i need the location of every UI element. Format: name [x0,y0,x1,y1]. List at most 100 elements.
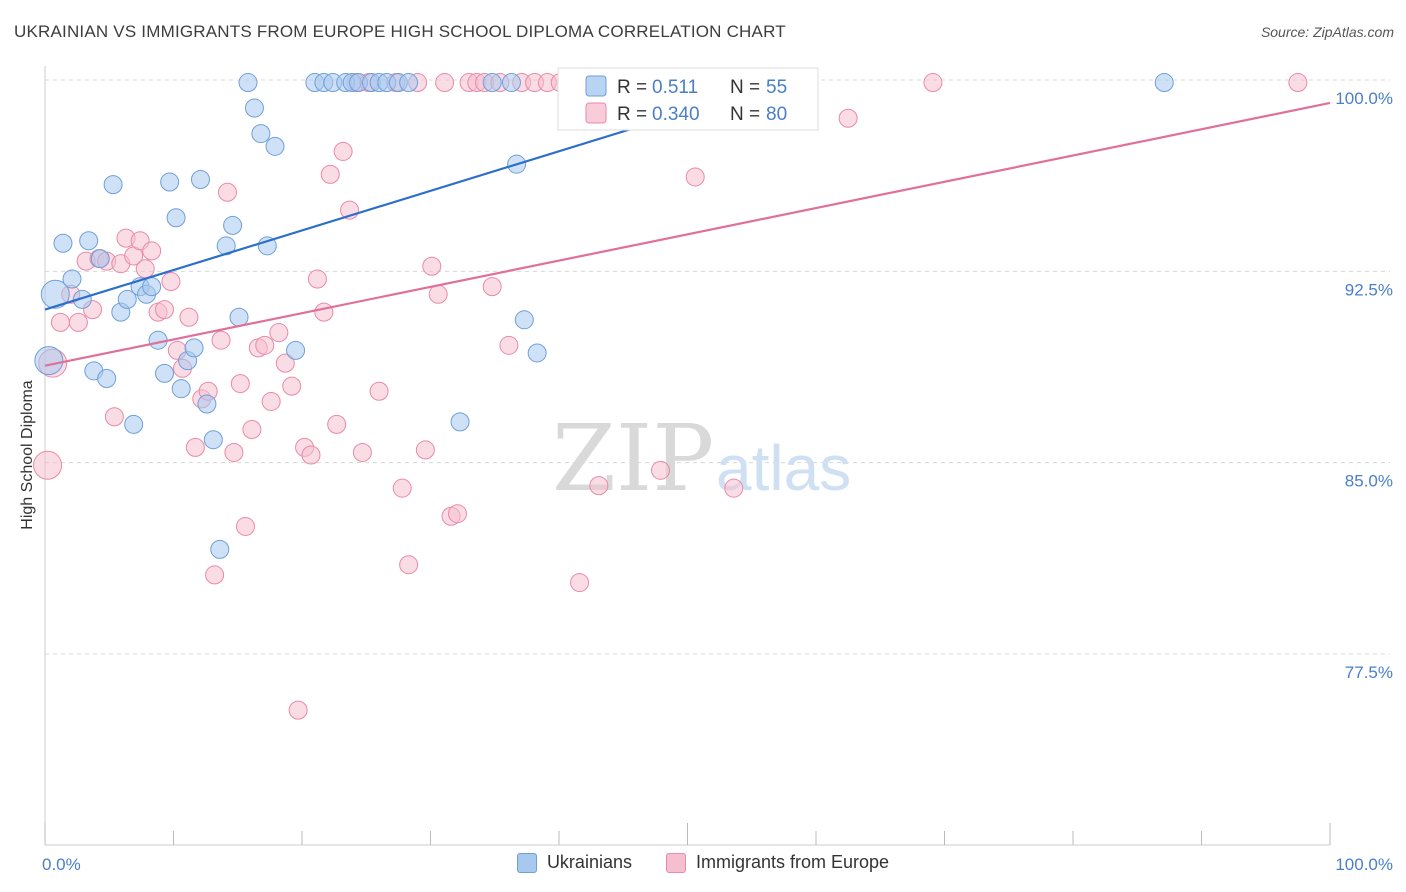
ukrainians-point-3 [62,269,82,289]
immigrants-point-34 [261,391,281,411]
ukrainians-point-54 [1154,73,1174,93]
source-note: Source: ZipAtlas.com [1260,24,1394,40]
immigrants-point-55 [415,440,435,460]
series-immigrants-points [33,73,1308,720]
ukrainians-point-17 [155,363,175,383]
gridlines [45,79,1390,655]
ukrainians-point-31 [244,98,264,118]
immigrants-point-79 [1288,73,1308,93]
ukrainians-point-25 [203,430,223,450]
immigrants-point-9 [104,407,124,427]
immigrants-point-17 [155,300,175,320]
legend-swatch-ukrainians [516,852,537,873]
immigrants-point-48 [352,442,372,462]
immigrants-point-53 [399,555,419,575]
immigrants-point-37 [282,376,302,396]
ukrainians-point-49 [501,73,521,93]
immigrants-point-18 [161,272,181,292]
stats-legend: R = 0.511 N = 55 R = 0.340 N = 80 [557,67,819,131]
immigrants-point-15 [142,241,162,261]
immigrants-point-52 [392,478,412,498]
immigrants-point-50 [369,381,389,401]
stats-r-value-immigrants: 0.340 [652,104,700,125]
watermark: ZIP atlas [552,405,851,512]
ukrainians-point-0 [34,346,64,376]
stats-r-value-ukrainians: 0.511 [652,77,698,98]
immigrants-point-21 [179,307,199,327]
series-ukrainians-points [34,73,1174,559]
immigrants-point-36 [275,353,295,373]
stats-r-label-immigrants: R = [617,104,647,125]
immigrants-point-35 [269,323,289,343]
ukrainians-point-34 [265,136,285,156]
immigrants-point-57 [428,284,448,304]
ukrainians-point-2 [53,233,73,253]
y-tick-label-1: 85.0% [1345,472,1393,491]
ukrainians-point-32 [251,124,271,144]
legend-item-immigrants[interactable]: Immigrants from Europe [665,852,889,873]
immigrants-point-30 [235,516,255,536]
ukrainians-point-46 [399,73,419,93]
ukrainians-point-26 [210,539,230,559]
immigrants-point-27 [217,182,237,202]
ukrainians-point-9 [103,175,123,195]
immigrants-point-4 [68,312,88,332]
legend-label-ukrainians: Ukrainians [546,852,632,872]
immigrants-point-56 [422,256,442,276]
watermark-zip: ZIP [552,405,714,512]
immigrants-point-2 [50,312,70,332]
ukrainians-point-23 [190,169,210,189]
ukrainians-point-48 [482,73,502,93]
immigrants-point-44 [327,414,347,434]
ukrainians-point-5 [79,231,99,251]
ukrainians-point-51 [514,310,534,330]
ukrainians-point-1 [40,279,70,309]
y-tick-label-0: 77.5% [1345,663,1393,682]
stats-swatch-ukrainians [585,75,607,97]
immigrants-point-43 [320,164,340,184]
chart-title: UKRAINIAN VS IMMIGRANTS FROM EUROPE HIGH… [14,22,786,41]
ukrainians-point-4 [72,289,92,309]
immigrants-point-58 [435,73,455,93]
immigrants-point-45 [333,141,353,161]
ukrainians-point-28 [223,215,243,235]
legend-item-ukrainians[interactable]: Ukrainians [516,852,632,873]
stats-swatch-immigrants [585,102,607,124]
ukrainians-point-12 [124,414,144,434]
tick-labels: 77.5% 85.0% 92.5% 100.0% 0.0% 100.0% [42,89,1393,874]
immigrants-point-76 [724,478,744,498]
immigrants-point-78 [923,73,943,93]
ukrainians-point-29 [229,307,249,327]
ukrainians-point-52 [527,343,547,363]
immigrants-point-74 [651,460,671,480]
x-tick-label-0: 0.0% [42,855,81,874]
immigrants-point-33 [255,335,275,355]
immigrants-point-42 [314,302,334,322]
ukrainians-point-33 [257,236,277,256]
immigrants-point-64 [482,277,502,297]
immigrants-point-26 [211,330,231,350]
ukrainians-point-11 [117,289,137,309]
immigrants-point-60 [447,504,467,524]
ukrainians-point-30 [238,73,258,93]
ukrainians-point-35 [286,340,306,360]
immigrants-point-77 [838,108,858,128]
immigrants-point-22 [185,437,205,457]
immigrants-point-38 [288,700,308,720]
stats-n-value-ukrainians: 55 [766,77,787,98]
immigrants-point-73 [589,476,609,496]
immigrants-point-25 [205,565,225,585]
y-tick-label-2: 92.5% [1345,280,1393,299]
series-legend: Ukrainians Immigrants from Europe [0,852,1406,873]
immigrants-point-28 [224,442,244,462]
stats-n-label-immigrants: N = [730,104,760,125]
ukrainians-point-8 [97,368,117,388]
immigrants-point-29 [230,374,250,394]
immigrants-point-72 [570,573,590,593]
trend-line-immigrants [44,101,1331,367]
immigrants-point-31 [242,420,262,440]
immigrants-point-41 [307,269,327,289]
stats-r-label-ukrainians: R = [617,77,647,98]
immigrants-point-40 [301,445,321,465]
